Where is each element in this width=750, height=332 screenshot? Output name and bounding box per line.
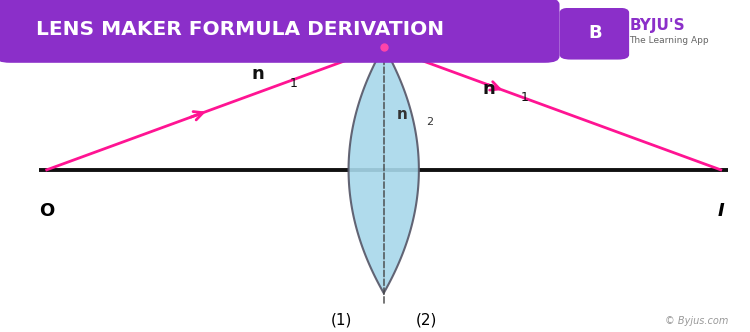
Text: BYJU'S: BYJU'S xyxy=(629,18,685,33)
Text: I: I xyxy=(717,202,724,220)
Text: n: n xyxy=(252,65,265,83)
Text: O: O xyxy=(39,202,54,220)
FancyBboxPatch shape xyxy=(0,0,560,63)
Text: n: n xyxy=(482,80,495,98)
Text: © Byjus.com: © Byjus.com xyxy=(664,315,728,325)
Text: LENS MAKER FORMULA DERIVATION: LENS MAKER FORMULA DERIVATION xyxy=(36,20,444,39)
Text: The Learning App: The Learning App xyxy=(629,36,709,45)
Text: 2: 2 xyxy=(426,117,433,127)
Text: 1: 1 xyxy=(520,91,529,104)
Polygon shape xyxy=(349,46,419,293)
Text: 1: 1 xyxy=(290,77,298,90)
Text: B: B xyxy=(588,24,602,42)
FancyBboxPatch shape xyxy=(560,8,629,59)
Text: (1): (1) xyxy=(331,312,352,328)
Text: (2): (2) xyxy=(416,312,437,328)
Text: n: n xyxy=(397,107,408,122)
